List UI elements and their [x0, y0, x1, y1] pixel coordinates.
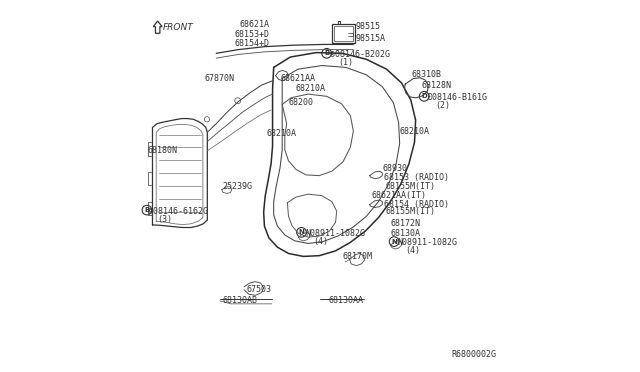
- Text: 68130AA: 68130AA: [328, 296, 363, 305]
- Text: N: N: [298, 229, 305, 235]
- Text: 68310B: 68310B: [411, 70, 441, 79]
- Text: D: D: [421, 93, 427, 99]
- Text: ®08146-B202G: ®08146-B202G: [330, 50, 390, 59]
- Text: 68930: 68930: [382, 164, 407, 173]
- Text: N08911-1082G: N08911-1082G: [305, 229, 365, 238]
- Text: N: N: [391, 238, 397, 245]
- Text: 67870N: 67870N: [204, 74, 234, 83]
- Text: 68210A: 68210A: [295, 84, 325, 93]
- Text: 68154 (RADIO): 68154 (RADIO): [384, 200, 449, 209]
- Text: 68153 (RADIO): 68153 (RADIO): [384, 173, 449, 182]
- Text: N08911-1082G: N08911-1082G: [398, 238, 458, 247]
- Text: R6800002G: R6800002G: [452, 350, 497, 359]
- Text: 68130AB: 68130AB: [222, 296, 257, 305]
- Text: 25239G: 25239G: [223, 182, 253, 190]
- Text: B: B: [324, 50, 330, 56]
- Text: 68155M(IT): 68155M(IT): [386, 182, 436, 190]
- Text: 68200: 68200: [289, 99, 314, 108]
- Text: 68155M(IT): 68155M(IT): [386, 208, 436, 217]
- Text: ®08146-6162G: ®08146-6162G: [148, 207, 207, 216]
- Text: 67503: 67503: [246, 285, 271, 294]
- Text: (3): (3): [157, 215, 173, 224]
- Text: 68128N: 68128N: [421, 81, 451, 90]
- Text: 68170M: 68170M: [343, 252, 373, 261]
- Text: 68180N: 68180N: [148, 146, 178, 155]
- Text: Ð08146-B161G: Ð08146-B161G: [428, 93, 488, 102]
- Text: 68621A: 68621A: [239, 20, 269, 29]
- Text: 68210A: 68210A: [400, 126, 429, 136]
- Text: 68153+D: 68153+D: [235, 29, 269, 39]
- Text: 68130A: 68130A: [390, 229, 420, 238]
- Text: (4): (4): [314, 237, 328, 246]
- Text: 68154+D: 68154+D: [235, 39, 269, 48]
- Text: (2): (2): [436, 101, 451, 110]
- Text: 68172N: 68172N: [390, 219, 420, 228]
- Text: B: B: [144, 207, 150, 213]
- Text: 98515A: 98515A: [356, 34, 385, 43]
- Text: 98515: 98515: [356, 22, 381, 31]
- Text: (4): (4): [405, 246, 420, 255]
- Text: FRONT: FRONT: [163, 23, 194, 32]
- Text: 68621AA: 68621AA: [281, 74, 316, 83]
- Text: (1): (1): [338, 58, 353, 67]
- Text: 68621AA(IT): 68621AA(IT): [371, 191, 426, 200]
- Text: 68210A: 68210A: [266, 129, 296, 138]
